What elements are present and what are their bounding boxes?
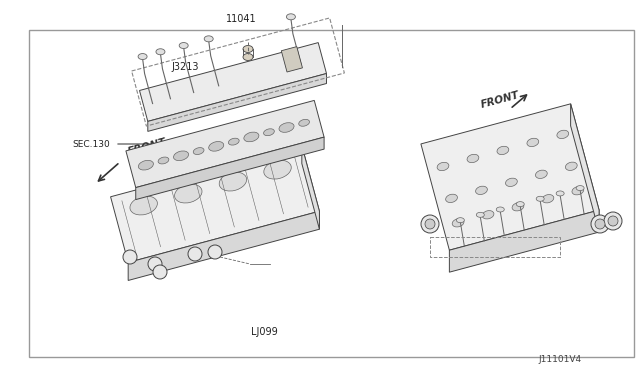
Circle shape [153, 265, 167, 279]
Polygon shape [136, 137, 324, 200]
Ellipse shape [138, 160, 154, 170]
Ellipse shape [452, 219, 464, 227]
Ellipse shape [264, 160, 291, 179]
Ellipse shape [476, 212, 484, 217]
Text: FRONT: FRONT [127, 137, 168, 157]
Ellipse shape [287, 14, 296, 20]
Ellipse shape [209, 141, 224, 151]
Ellipse shape [179, 42, 188, 48]
Ellipse shape [456, 218, 465, 223]
Ellipse shape [264, 129, 275, 136]
Ellipse shape [193, 148, 204, 154]
Ellipse shape [156, 49, 165, 55]
Ellipse shape [279, 123, 294, 132]
Text: J11101V4: J11101V4 [538, 355, 581, 364]
Circle shape [421, 215, 439, 233]
Ellipse shape [437, 162, 449, 171]
Text: SEC.130: SEC.130 [72, 140, 109, 148]
Ellipse shape [556, 191, 564, 196]
Ellipse shape [244, 132, 259, 142]
Ellipse shape [542, 195, 554, 203]
Polygon shape [421, 104, 599, 250]
Ellipse shape [572, 186, 584, 195]
Ellipse shape [496, 207, 504, 212]
Circle shape [595, 219, 605, 229]
Ellipse shape [497, 146, 509, 155]
Ellipse shape [299, 119, 310, 126]
Ellipse shape [138, 54, 147, 60]
Circle shape [425, 219, 435, 229]
Bar [29, 30, 634, 357]
Text: 11041: 11041 [226, 14, 257, 24]
Ellipse shape [467, 154, 479, 163]
Ellipse shape [173, 151, 189, 161]
Polygon shape [571, 104, 599, 232]
Ellipse shape [536, 170, 547, 179]
Ellipse shape [204, 36, 213, 42]
Text: J3213: J3213 [172, 62, 199, 72]
Ellipse shape [130, 196, 157, 215]
Ellipse shape [243, 54, 253, 61]
Text: FRONT: FRONT [480, 90, 521, 110]
Ellipse shape [445, 194, 458, 202]
Ellipse shape [482, 211, 494, 219]
Ellipse shape [565, 162, 577, 170]
Polygon shape [148, 74, 326, 131]
Polygon shape [126, 100, 324, 187]
Circle shape [123, 250, 137, 264]
Ellipse shape [476, 186, 488, 195]
Bar [282, 46, 303, 72]
Polygon shape [449, 210, 599, 272]
Circle shape [208, 245, 222, 259]
Ellipse shape [512, 203, 524, 211]
Ellipse shape [219, 172, 246, 191]
Ellipse shape [557, 130, 569, 138]
Text: LJ099: LJ099 [251, 327, 278, 337]
Ellipse shape [175, 184, 202, 203]
Polygon shape [140, 43, 326, 121]
Polygon shape [111, 145, 319, 263]
Circle shape [604, 212, 622, 230]
Circle shape [608, 216, 618, 226]
Ellipse shape [527, 138, 539, 147]
Ellipse shape [243, 45, 253, 52]
Polygon shape [128, 211, 319, 280]
Ellipse shape [506, 178, 517, 186]
Circle shape [591, 215, 609, 233]
Circle shape [148, 257, 162, 271]
Ellipse shape [516, 202, 524, 206]
Polygon shape [302, 145, 319, 229]
Ellipse shape [228, 138, 239, 145]
Ellipse shape [576, 186, 584, 190]
Circle shape [188, 247, 202, 261]
Ellipse shape [158, 157, 169, 164]
Ellipse shape [536, 196, 544, 201]
